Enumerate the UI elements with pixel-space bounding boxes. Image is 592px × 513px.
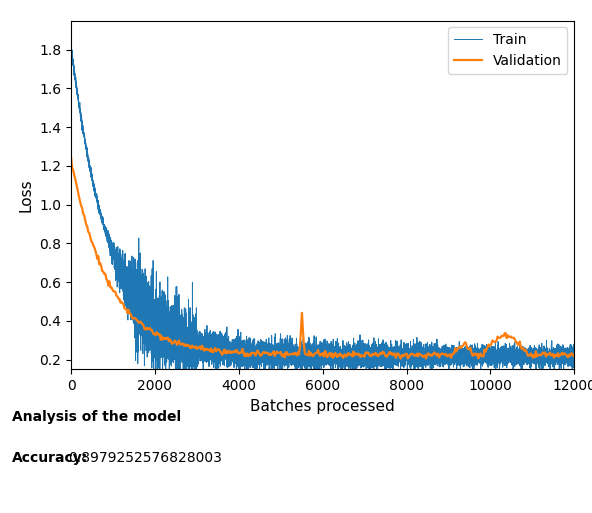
Y-axis label: Loss: Loss [18,178,34,212]
Train [571,357,578,363]
Train [198,353,205,359]
Validation [310,353,317,359]
Text: 0.8979252576828003: 0.8979252576828003 [68,451,222,465]
Train [67,42,75,48]
Train [374,357,381,363]
Validation [571,353,578,360]
Validation [367,352,374,359]
Text: Analysis of the model: Analysis of the model [12,410,181,424]
Line: Train: Train [71,44,574,369]
Validation [67,154,75,161]
Train [67,41,75,47]
Line: Validation: Validation [71,157,574,359]
Train [142,311,149,318]
X-axis label: Batches processed: Batches processed [250,399,395,413]
Legend: Train, Validation: Train, Validation [448,28,567,73]
Validation [481,347,488,353]
Train [150,366,157,372]
Text: Accuracy:: Accuracy: [12,451,88,465]
Validation [559,352,567,358]
Validation [340,354,347,361]
Train [94,200,101,206]
Validation [397,356,404,362]
Validation [307,352,314,359]
Train [332,338,339,344]
Train [325,354,332,360]
